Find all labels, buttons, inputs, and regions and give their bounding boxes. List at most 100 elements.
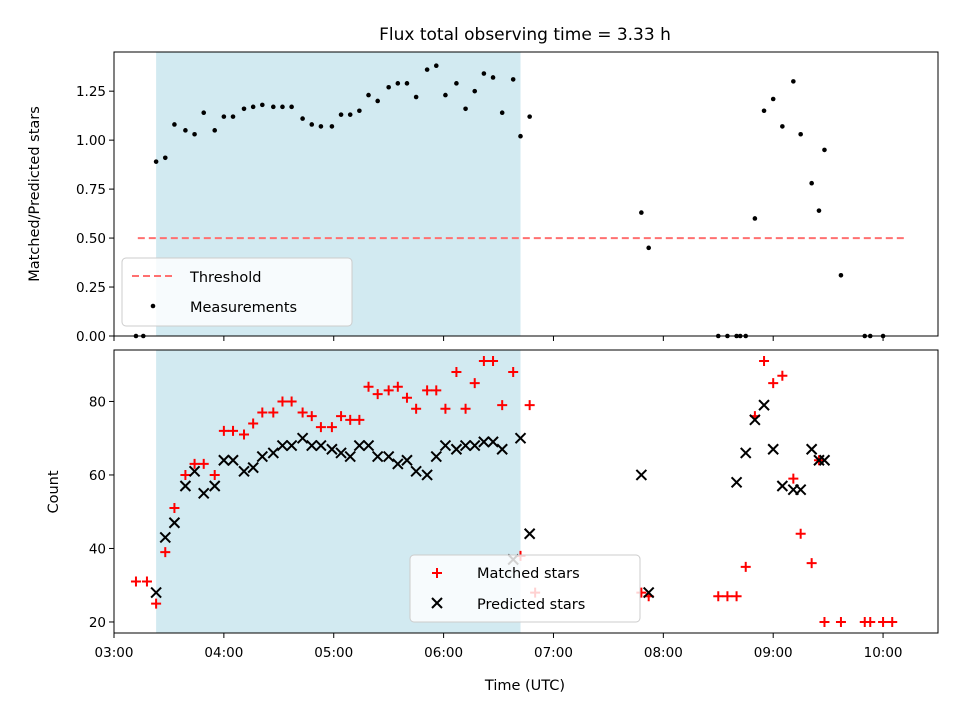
measurement-point bbox=[318, 124, 324, 129]
predicted-star-point bbox=[430, 450, 442, 463]
measurement-point bbox=[463, 106, 468, 112]
measurement-point bbox=[816, 208, 822, 213]
x-tick-label: 07:00 bbox=[534, 645, 573, 661]
predicted-star-point bbox=[150, 586, 162, 599]
measurement-point bbox=[172, 122, 177, 127]
predicted-star-point bbox=[635, 469, 648, 481]
matched-star-point bbox=[878, 616, 889, 627]
predicted-star-point bbox=[168, 517, 181, 529]
matched-star-point bbox=[169, 503, 180, 514]
matched-star-point bbox=[768, 378, 779, 389]
predicted-star-point bbox=[315, 439, 327, 452]
predicted-star-point bbox=[818, 454, 831, 466]
matched-stars-series bbox=[130, 356, 898, 627]
predicted-star-point bbox=[459, 439, 472, 452]
predicted-legend-swatch bbox=[431, 597, 443, 609]
matched-legend-label: Matched stars bbox=[477, 566, 580, 582]
predicted-star-point bbox=[740, 447, 752, 459]
x-axis-label: Time (UTC) bbox=[484, 678, 565, 694]
measurement-point bbox=[499, 110, 505, 116]
matched-star-point bbox=[363, 381, 374, 392]
matched-star-point bbox=[189, 458, 200, 469]
predicted-star-point bbox=[276, 439, 289, 452]
y-tick-label: 60 bbox=[89, 468, 106, 484]
predicted-star-point bbox=[401, 454, 413, 466]
top-x-ticks bbox=[113, 336, 884, 341]
predicted-star-point bbox=[371, 450, 384, 463]
measurement-point bbox=[162, 155, 168, 161]
matched-star-point bbox=[239, 429, 250, 440]
predicted-star-point bbox=[159, 531, 171, 544]
top-panel: 0.00 0.25 0.50 0.75 1.00 1.25 Matched/Predict… bbox=[27, 51, 939, 345]
matched-star-point bbox=[248, 418, 259, 429]
measurement-point bbox=[443, 92, 448, 98]
matched-star-point bbox=[160, 547, 171, 558]
predicted-star-point bbox=[794, 483, 807, 496]
matched-star-point bbox=[777, 370, 788, 381]
matched-star-point bbox=[431, 385, 442, 396]
measurement-point bbox=[490, 75, 496, 80]
predicted-star-point bbox=[749, 414, 761, 426]
matched-star-point bbox=[326, 422, 337, 433]
y-tick-label: 1.00 bbox=[76, 133, 106, 149]
predicted-star-point bbox=[392, 458, 404, 470]
measurement-point bbox=[300, 116, 305, 121]
measurement-point bbox=[838, 272, 844, 278]
matched-star-point bbox=[806, 558, 817, 569]
measurement-point bbox=[780, 124, 785, 129]
x-tick-label: 04:00 bbox=[204, 645, 243, 661]
measurement-point bbox=[250, 104, 256, 110]
predicted-star-point bbox=[642, 586, 655, 599]
matched-star-point bbox=[297, 407, 308, 418]
measurement-point bbox=[201, 110, 207, 116]
measurement-point bbox=[424, 67, 430, 72]
matched-legend-swatch bbox=[432, 568, 442, 578]
predicted-star-point bbox=[188, 465, 201, 477]
matched-star-point bbox=[795, 528, 806, 539]
y-tick-label: 40 bbox=[89, 541, 106, 557]
x-tick-label: 05:00 bbox=[314, 645, 353, 661]
predicted-stars-series bbox=[150, 399, 831, 599]
bottom-y-axis: 20 40 60 80 bbox=[89, 394, 114, 631]
measurement-point bbox=[366, 92, 371, 98]
measurements-legend-label: Measurements bbox=[190, 300, 297, 316]
matched-star-point bbox=[130, 576, 141, 587]
predicted-star-point bbox=[285, 439, 298, 452]
matched-star-point bbox=[198, 458, 209, 469]
y-tick-label: 20 bbox=[89, 615, 106, 631]
chart-title: Flux total observing time = 3.33 h bbox=[379, 25, 671, 45]
predicted-star-point bbox=[805, 443, 818, 455]
measurements-legend-swatch bbox=[150, 303, 156, 309]
matched-star-point bbox=[286, 396, 297, 407]
measurement-point bbox=[646, 245, 651, 251]
matched-star-point bbox=[354, 414, 365, 425]
measurement-point bbox=[454, 81, 459, 86]
predicted-star-point bbox=[353, 439, 366, 452]
measurement-point bbox=[260, 102, 265, 108]
matched-star-point bbox=[740, 561, 751, 572]
measurement-point bbox=[761, 108, 767, 114]
predicted-star-point bbox=[179, 480, 192, 492]
top-y-axis-label: Matched/Predicted stars bbox=[27, 106, 43, 282]
y-tick-label: 0.75 bbox=[76, 182, 106, 198]
x-tick-label: 10:00 bbox=[864, 645, 903, 661]
matched-star-point bbox=[835, 616, 846, 627]
measurement-point bbox=[338, 112, 344, 117]
matched-star-point bbox=[257, 407, 268, 418]
measurement-point bbox=[395, 81, 401, 86]
matched-star-point bbox=[180, 469, 191, 480]
measurement-point bbox=[212, 128, 218, 133]
matched-star-point bbox=[336, 411, 347, 422]
predicted-star-point bbox=[296, 432, 309, 444]
matched-star-point bbox=[218, 425, 229, 436]
matched-star-point bbox=[315, 422, 326, 433]
predicted-star-point bbox=[362, 439, 375, 452]
matched-star-point bbox=[524, 400, 535, 411]
measurement-point bbox=[375, 98, 380, 104]
measurement-point bbox=[510, 77, 516, 82]
measurement-point bbox=[192, 131, 197, 137]
measurement-point bbox=[527, 114, 532, 119]
measurement-point bbox=[413, 94, 419, 100]
predicted-star-point bbox=[767, 443, 779, 455]
